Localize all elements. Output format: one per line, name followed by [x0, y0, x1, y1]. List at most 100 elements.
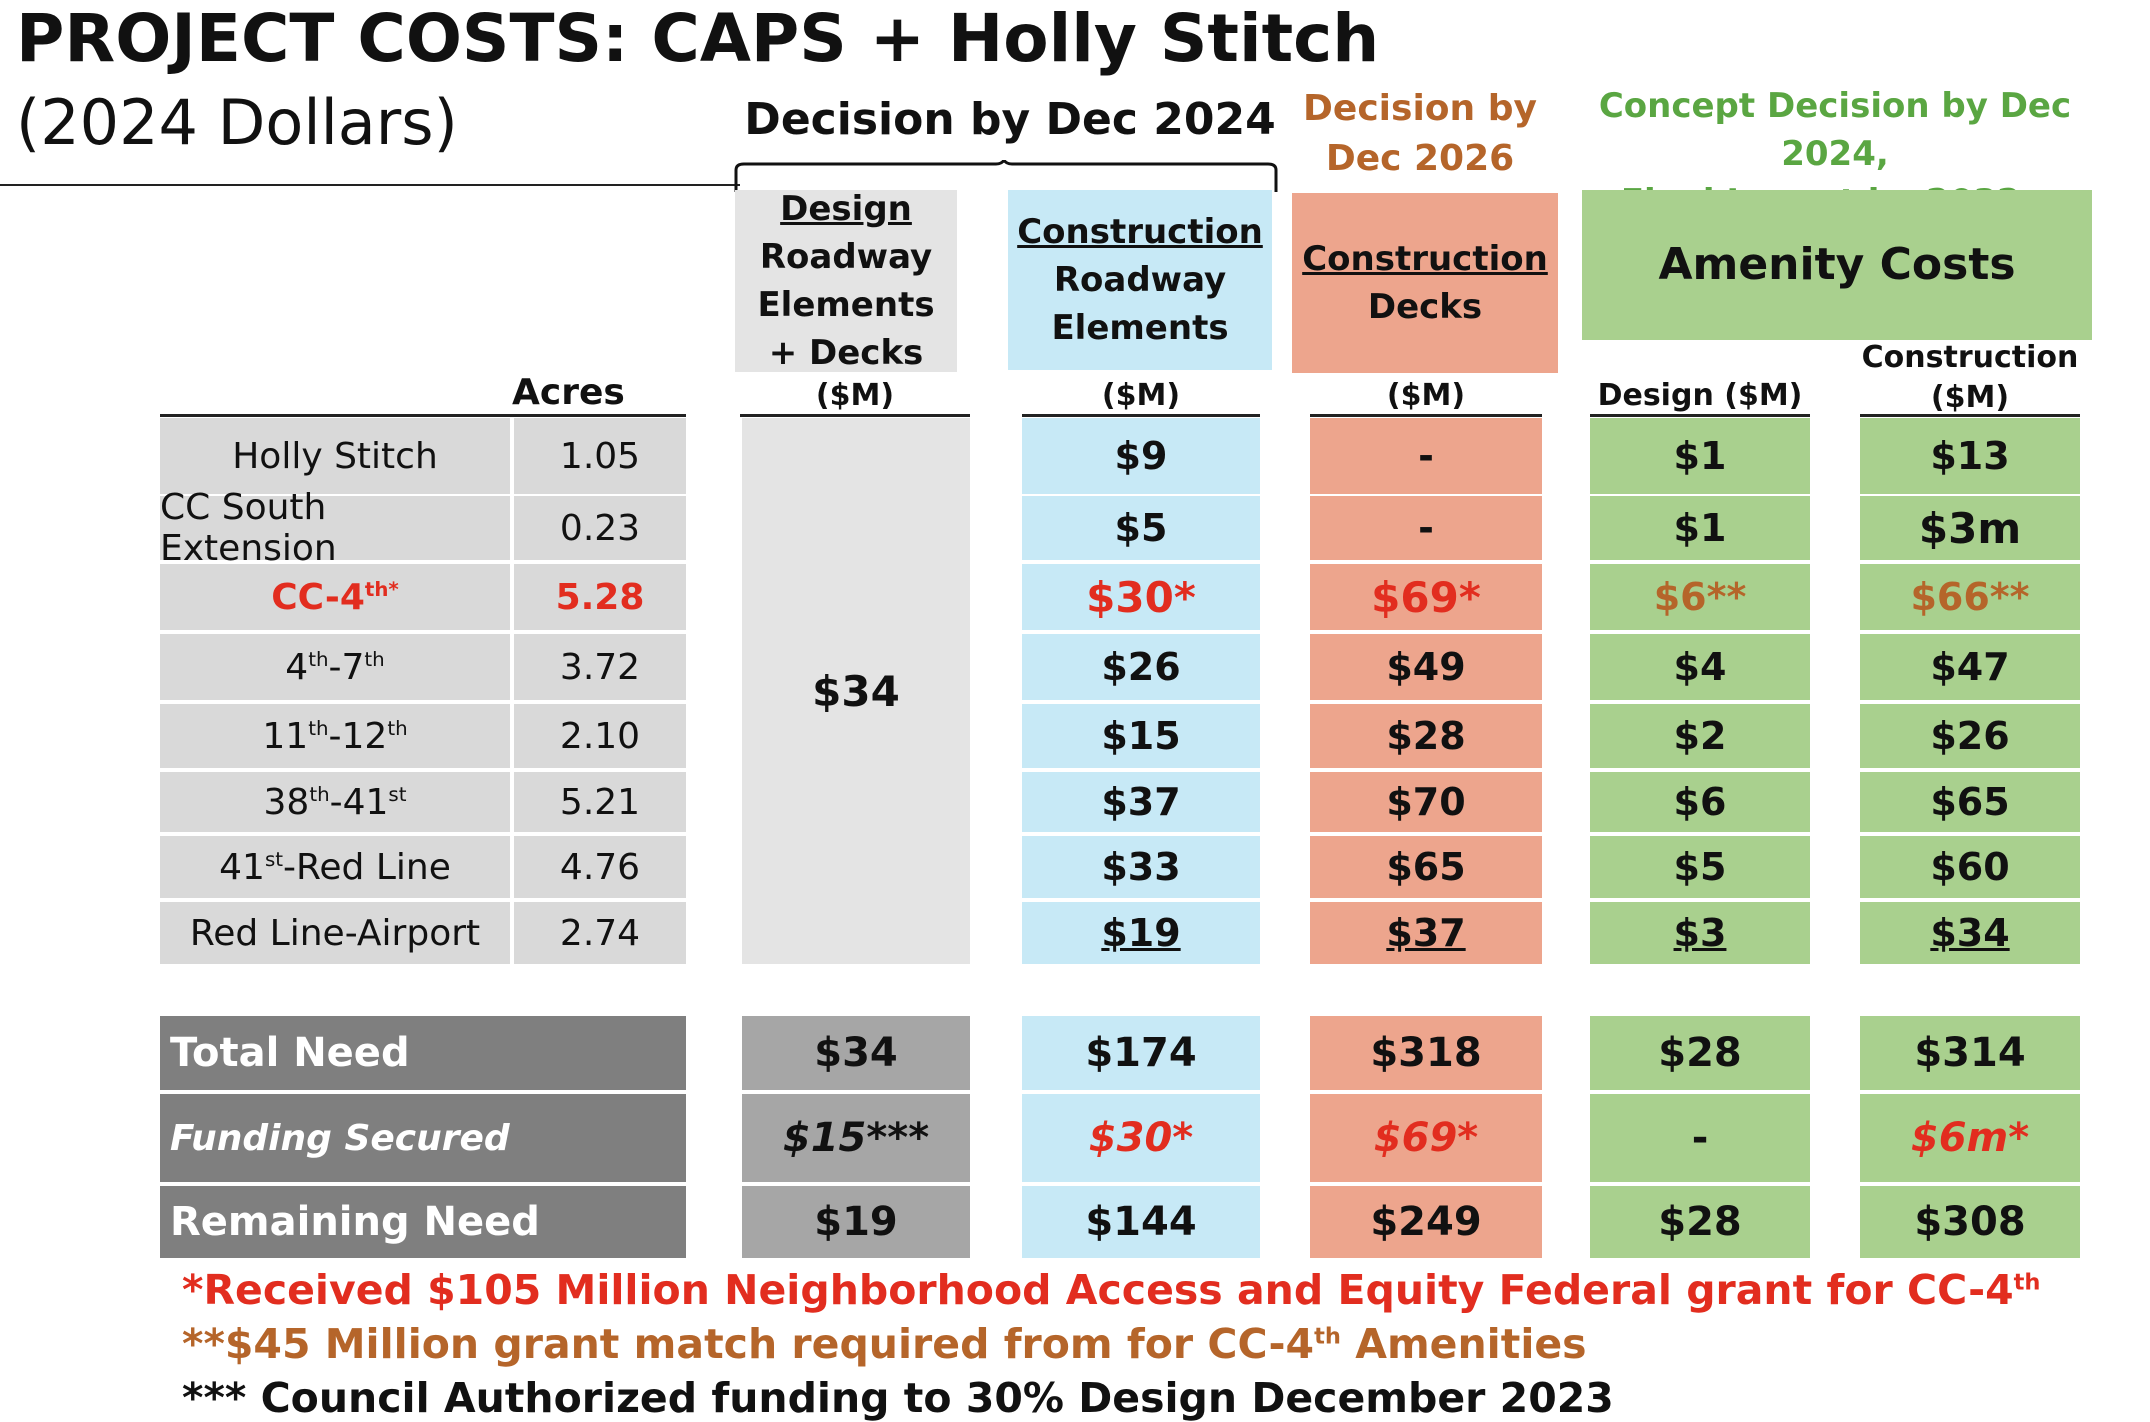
construction-decks-header: Construction Decks [1292, 193, 1558, 373]
header-rule [1310, 414, 1542, 417]
amen-design-unit: Design ($M) [1597, 378, 1803, 413]
constr-road-line3: Elements [1051, 308, 1229, 348]
amen-constr-cell: $60 [1860, 836, 2080, 898]
decks-cell: $65 [1310, 836, 1542, 898]
amen-constr-value: $26 [1930, 714, 2010, 758]
amen-design-cell: $1 [1590, 496, 1810, 560]
remaining-need-label: Remaining Need [160, 1186, 686, 1258]
row-label: CC-4th* [160, 564, 510, 630]
total-value: $15*** [782, 1115, 930, 1161]
total-design-cell: $15*** [742, 1094, 970, 1182]
acres-value: 0.23 [559, 507, 641, 549]
road-value: $33 [1101, 845, 1181, 889]
acres-value: 3.72 [559, 646, 641, 688]
total-value: $174 [1085, 1030, 1197, 1076]
total-label-text: Total Need [170, 1030, 410, 1076]
label-part: 11 [262, 715, 309, 757]
decision-2026-label: Decision by Dec 2026 [1290, 84, 1550, 184]
road-value: $19 [1101, 911, 1181, 955]
label-part: 38 [263, 781, 310, 823]
acres-value: 5.28 [555, 576, 645, 618]
row-label: 4th-7th [160, 634, 510, 700]
decks-value: $37 [1386, 911, 1466, 955]
row-label-text: 11th-12th [262, 716, 407, 757]
total-amen-design-cell: - [1590, 1094, 1810, 1182]
row-label: 11th-12th [160, 704, 510, 768]
road-value: $26 [1101, 645, 1181, 689]
total-need-label: Total Need [160, 1016, 686, 1090]
total-amen-design-cell: $28 [1590, 1016, 1810, 1090]
amen-constr-cell: $65 [1860, 772, 2080, 832]
total-value: $34 [814, 1030, 898, 1076]
amen-design-cell: $1 [1590, 418, 1810, 494]
road-value: $30* [1086, 572, 1196, 622]
total-value: $28 [1658, 1199, 1742, 1245]
acres-cell: 1.05 [514, 418, 686, 494]
acres-cell: 5.28 [514, 564, 686, 630]
row-label-base: CC-4 [271, 576, 365, 618]
row-label-text: 41st-Red Line [219, 847, 451, 888]
footnote-2: **$45 Million grant match required from … [182, 1320, 1587, 1368]
label-sup: th [308, 647, 329, 671]
road-cell: $15 [1022, 704, 1260, 768]
amen-design-cell: $2 [1590, 704, 1810, 768]
amen-design-value: $5 [1673, 845, 1727, 889]
row-label-text: 4th-7th [285, 647, 384, 688]
road-cell: $26 [1022, 634, 1260, 700]
total-value: $318 [1370, 1030, 1482, 1076]
header-rule [1860, 414, 2080, 417]
road-cell: $33 [1022, 836, 1260, 898]
total-decks-cell: $318 [1310, 1016, 1542, 1090]
amen-constr-cell: $26 [1860, 704, 2080, 768]
amen-design-value: $3 [1673, 911, 1727, 955]
amen-design-value: $1 [1673, 506, 1727, 550]
total-value: $30* [1088, 1115, 1194, 1161]
acres-value: 1.05 [559, 435, 641, 477]
road-value: $37 [1101, 780, 1181, 824]
acres-cell: 4.76 [514, 836, 686, 898]
total-value: $314 [1914, 1030, 2026, 1076]
total-design-cell: $19 [742, 1186, 970, 1258]
decks-value: - [1418, 506, 1434, 550]
label-part: -7 [328, 646, 365, 688]
header-rule [740, 414, 970, 417]
road-unit: ($M) [1101, 378, 1181, 413]
amen-constr-value: $34 [1930, 911, 2010, 955]
label-sup: th [364, 647, 385, 671]
decks-value: $65 [1386, 845, 1466, 889]
header-rule [1022, 414, 1260, 417]
acres-cell: 5.21 [514, 772, 686, 832]
amen-design-cell: $6 [1590, 772, 1810, 832]
row-label-text: Red Line-Airport [189, 912, 481, 954]
concept-line1: Concept Decision by Dec 2024, [1598, 86, 2072, 174]
acres-cell: 3.72 [514, 634, 686, 700]
total-decks-cell: $249 [1310, 1186, 1542, 1258]
footnote-1-text: *Received $105 Million Neighborhood Acce… [182, 1266, 2014, 1314]
design-header-line1: Design [780, 189, 912, 229]
amen-constr-unit-line1: Construction [1861, 340, 2079, 375]
label-sup: st [388, 782, 407, 806]
label-part: -41 [329, 781, 389, 823]
total-value: $19 [814, 1199, 898, 1245]
header-rule [160, 414, 686, 417]
total-amen-constr-cell: $308 [1860, 1186, 2080, 1258]
row-label-text: CC-4th* [271, 577, 399, 618]
row-label-text: CC South Extension [160, 487, 337, 569]
amen-constr-value: $60 [1930, 845, 2010, 889]
page-subtitle: (2024 Dollars) [16, 86, 458, 159]
decks-cell: $69* [1310, 564, 1542, 630]
row-label: 38th-41st [160, 772, 510, 832]
page-title: PROJECT COSTS: CAPS + Holly Stitch [16, 0, 1380, 77]
construction-roadway-header: Construction Roadway Elements [1008, 190, 1272, 370]
label-part: 4 [285, 646, 309, 688]
decks-value: $69* [1371, 572, 1481, 622]
total-amen-design-cell: $28 [1590, 1186, 1810, 1258]
decision-2024-label: Decision by Dec 2024 [744, 94, 1276, 145]
acres-value: 5.21 [559, 781, 641, 823]
total-value: $144 [1085, 1199, 1197, 1245]
amen-constr-unit: Construction ($M) [1860, 338, 2080, 418]
row-label-text: 38th-41st [264, 782, 407, 823]
acres-cell: 2.10 [514, 704, 686, 768]
constr-decks-line2: Decks [1367, 287, 1483, 327]
decks-cell: $70 [1310, 772, 1542, 832]
